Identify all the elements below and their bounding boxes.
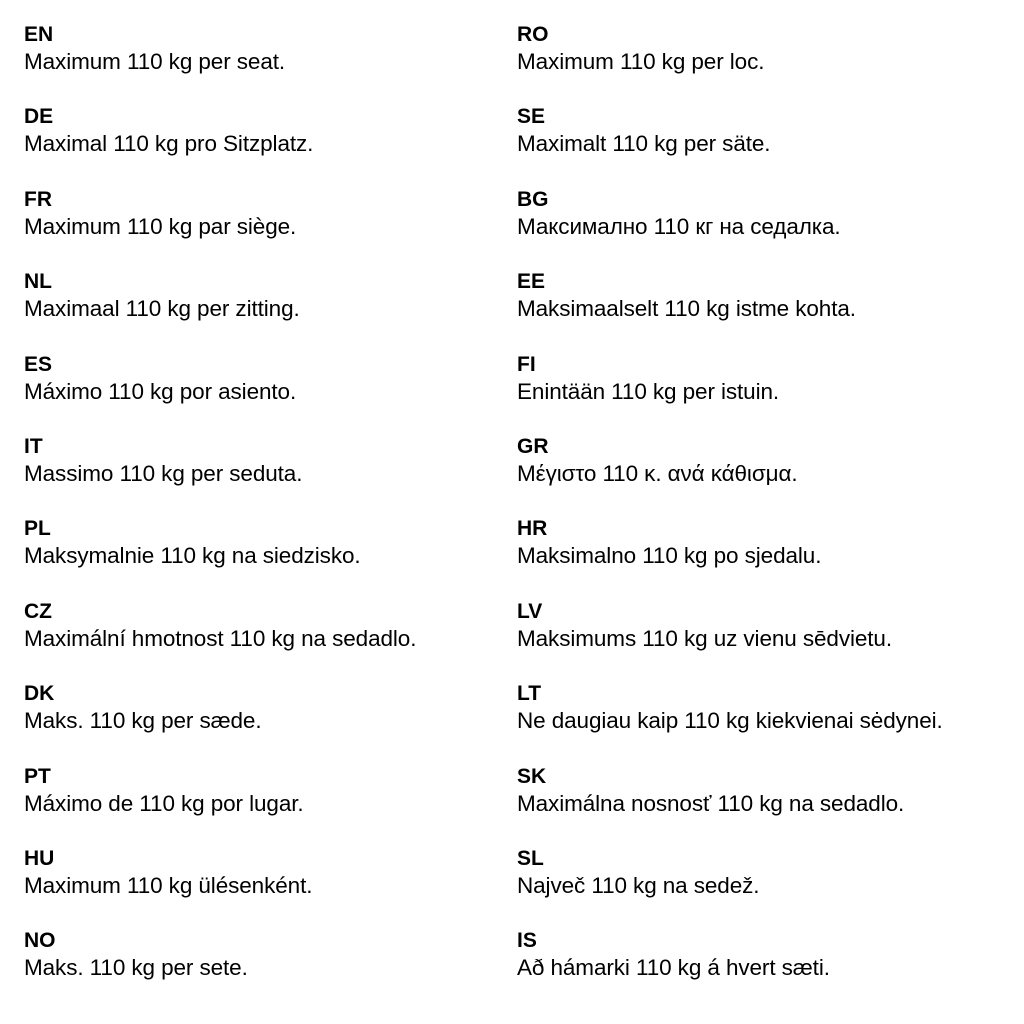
language-code: CZ (24, 599, 52, 623)
language-code: LV (517, 599, 543, 623)
weight-limit-text: Að hámarki 110 kg á hvert sæti. (517, 955, 830, 981)
language-entry: LV Maksimums 110 kg uz vienu sēdvietu. (517, 599, 943, 681)
language-entry: BG Максимално 110 кг на седалка. (517, 187, 943, 269)
weight-limit-text: Maximum 110 kg ülésenként. (24, 872, 313, 898)
weight-limit-text: Massimo 110 kg per seduta. (24, 460, 303, 486)
weight-limit-text: Maximální hmotnost 110 kg na sedadlo. (24, 625, 417, 651)
language-code: HR (517, 517, 548, 541)
language-code: DK (24, 682, 55, 706)
weight-limit-text: Maksimums 110 kg uz vienu sēdvietu. (517, 625, 893, 651)
language-entry: HR Maksimalno 110 kg po sjedalu. (517, 516, 943, 598)
language-code: FI (517, 352, 536, 376)
language-code: IT (24, 434, 43, 458)
weight-limit-text: Máximo de 110 kg por lugar. (24, 790, 304, 816)
language-code: LT (517, 682, 542, 706)
weight-limit-text: Ne daugiau kaip 110 kg kiekvienai sėdyne… (517, 708, 943, 734)
language-code: FR (24, 187, 52, 211)
language-code: GR (517, 434, 549, 458)
right-column: RO Maximum 110 kg per loc. SE Maximalt 110 … (517, 22, 943, 1011)
language-entry: CZ Maximální hmotnost 110 kg na sedadlo. (24, 599, 416, 681)
language-entry: LT Ne daugiau kaip 110 kg kiekvienai sėdy… (517, 681, 943, 763)
language-entry: EN Maximum 110 kg per seat. (24, 22, 416, 104)
weight-limit-text: Maks. 110 kg per sete. (24, 955, 248, 981)
language-entry: IS Að hámarki 110 kg á hvert sæti. (517, 928, 943, 1010)
weight-limit-text: Maksymalnie 110 kg na siedzisko. (24, 543, 361, 569)
language-entry: FI Enintään 110 kg per istuin. (517, 352, 943, 434)
weight-limit-text: Maksimaalselt 110 kg istme kohta. (517, 296, 856, 322)
language-entry: DK Maks. 110 kg per sæde. (24, 681, 416, 763)
language-entry: ES Máximo 110 kg por asiento. (24, 352, 416, 434)
weight-limit-text: Maximaal 110 kg per zitting. (24, 296, 300, 322)
language-entry: DE Maximal 110 kg pro Sitzplatz. (24, 104, 416, 186)
weight-limit-text: Največ 110 kg na sedež. (517, 872, 760, 898)
weight-limit-text: Maximálna nosnosť 110 kg na sedadlo. (517, 790, 905, 816)
language-code: IS (517, 929, 537, 953)
weight-limit-text: Максимално 110 кг на седалка. (517, 213, 841, 239)
weight-limit-text: Μέγιστο 110 κ. ανά κάθισμα. (517, 460, 798, 486)
language-entry: PT Máximo de 110 kg por lugar. (24, 764, 416, 846)
language-code: SE (517, 105, 546, 129)
language-entry: RO Maximum 110 kg per loc. (517, 22, 943, 104)
language-entry: NO Maks. 110 kg per sete. (24, 928, 416, 1010)
language-entry: PL Maksymalnie 110 kg na siedzisko. (24, 516, 416, 598)
language-entry: HU Maximum 110 kg ülésenként. (24, 846, 416, 928)
weight-limit-text: Enintään 110 kg per istuin. (517, 378, 780, 404)
weight-limit-text: Máximo 110 kg por asiento. (24, 378, 297, 404)
language-entry: GR Μέγιστο 110 κ. ανά κάθισμα. (517, 434, 943, 516)
language-code: NL (24, 270, 52, 294)
language-entry: FR Maximum 110 kg par siège. (24, 187, 416, 269)
language-code: SK (517, 764, 547, 788)
language-code: ES (24, 352, 53, 376)
language-entry: IT Massimo 110 kg per seduta. (24, 434, 416, 516)
language-code: PL (24, 517, 51, 541)
language-code: HU (24, 846, 55, 870)
language-code: EN (24, 23, 54, 46)
weight-limit-text: Maximal 110 kg pro Sitzplatz. (24, 131, 314, 157)
left-column: EN Maximum 110 kg per seat. DE Maximal 110 … (24, 22, 416, 1011)
language-code: PT (24, 764, 51, 788)
language-code: RO (517, 23, 549, 46)
weight-limit-text: Maximum 110 kg per loc. (517, 49, 765, 74)
language-code: SL (517, 846, 544, 870)
language-entry: NL Maximaal 110 kg per zitting. (24, 269, 416, 351)
weight-limit-text: Maks. 110 kg per sæde. (24, 708, 262, 734)
weight-limit-text: Maximum 110 kg par siège. (24, 213, 297, 239)
language-code: NO (24, 929, 56, 953)
language-code: DE (24, 105, 54, 129)
language-code: EE (517, 270, 546, 294)
language-code: BG (517, 187, 549, 211)
weight-limit-text: Maksimalno 110 kg po sjedalu. (517, 543, 822, 569)
language-entry: SE Maximalt 110 kg per säte. (517, 104, 943, 186)
language-entry: SL Največ 110 kg na sedež. (517, 846, 943, 928)
weight-limit-text: Maximalt 110 kg per säte. (517, 131, 771, 157)
weight-limit-text: Maximum 110 kg per seat. (24, 49, 286, 74)
language-entry: SK Maximálna nosnosť 110 kg na sedadlo. (517, 764, 943, 846)
language-entry: EE Maksimaalselt 110 kg istme kohta. (517, 269, 943, 351)
